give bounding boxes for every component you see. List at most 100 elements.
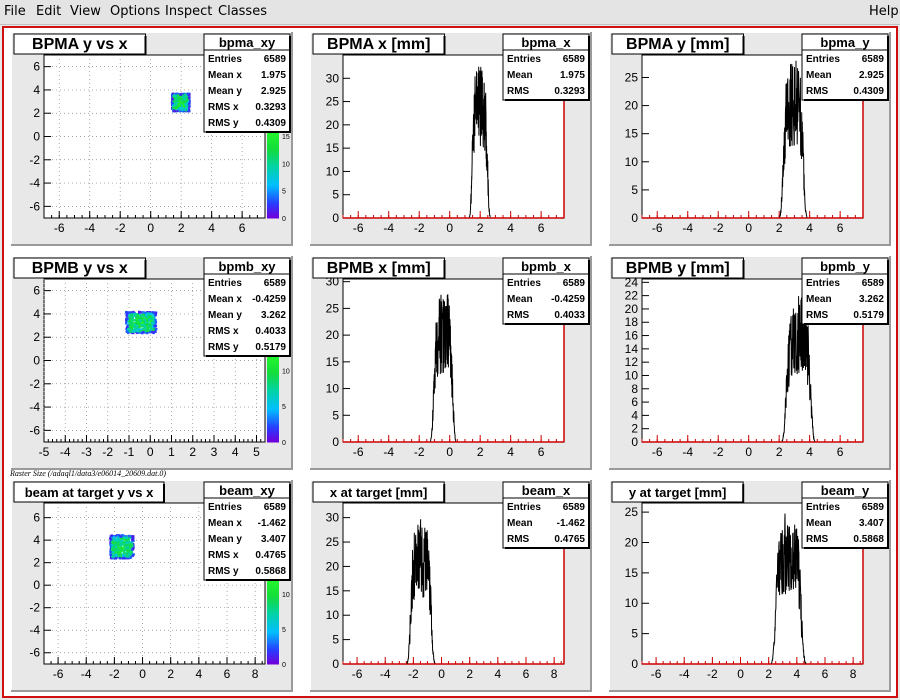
scatter-point: [113, 546, 116, 550]
pad-bpma-y[interactable]: -6 -4 -2 0 2 4 6 0 5 10 15 20 25 BPMA y [mm] bpma_y Ent…: [609, 32, 891, 246]
pad-title: x at target [mm]: [330, 485, 428, 500]
y-tick-label: 2: [33, 556, 40, 570]
x-tick-label: -2: [713, 221, 724, 235]
pad-x-at-target[interactable]: -6 -4 -2 0 2 4 6 8 0 5 10 15 20 25 30 x at target [mm] b…: [310, 480, 592, 692]
stats-label: Entries: [806, 278, 840, 289]
palette-band: [267, 176, 279, 179]
x-tick-label: -6: [54, 221, 65, 235]
y-tick-label: 4: [33, 307, 40, 321]
palette-band: [267, 611, 279, 615]
scatter-point: [131, 311, 134, 314]
scatter-point: [131, 548, 134, 551]
palette-band: [267, 358, 279, 362]
palette-band: [267, 625, 279, 629]
canvas[interactable]: -6 -4 -2 0 2 4 6 -6 -4 -2 0 2 4 6 0 5 10 15 BPMA y vs x bpm…: [2, 26, 898, 698]
y-tick-label: 2: [33, 106, 40, 120]
menu-file[interactable]: File: [4, 4, 26, 19]
scatter-point: [146, 319, 149, 322]
scatter-point: [130, 545, 134, 548]
menu-inspect[interactable]: Inspect: [165, 4, 213, 19]
histogram: [781, 296, 816, 442]
palette-band: [267, 208, 279, 212]
scatter-point: [131, 536, 135, 539]
palette-band: [267, 143, 279, 147]
palette-band: [267, 372, 279, 376]
palette-band: [267, 414, 279, 417]
scatter-point: [138, 310, 141, 314]
palette-band: [267, 152, 279, 156]
scatter-point: [111, 548, 114, 552]
stats-value: 0.4765: [255, 550, 286, 561]
scatter-point: [147, 329, 150, 332]
scatter-point: [187, 93, 191, 97]
scatter-point: [146, 311, 149, 314]
y-tick-label: 20: [625, 99, 639, 113]
palette-band: [267, 602, 279, 606]
stats-value: 0.5868: [853, 534, 884, 545]
menu-view[interactable]: View: [70, 4, 101, 19]
scatter-point: [111, 554, 115, 557]
menu-classes[interactable]: Classes: [218, 4, 267, 19]
scatter-cluster: [125, 310, 158, 335]
scatter-point: [178, 97, 181, 100]
pad-y-at-target[interactable]: -6 -4 -2 0 2 4 6 8 0 5 10 15 20 25 y at target [mm] bea…: [609, 480, 891, 692]
palette-band: [267, 652, 279, 656]
scatter-point: [130, 315, 133, 319]
scatter-point: [135, 329, 138, 332]
stats-value: 0.4765: [554, 534, 585, 545]
stats-value: 2.925: [261, 86, 286, 97]
stats-name: bpmb_xy: [218, 259, 276, 274]
x-tick-label: -4: [81, 667, 92, 681]
scatter-point: [139, 325, 142, 328]
histogram: [429, 294, 457, 442]
menu-help[interactable]: Help: [869, 4, 899, 19]
palette-tick-label: 5: [282, 404, 286, 411]
pad-title: BPMA y [mm]: [626, 36, 729, 53]
scatter-point: [116, 537, 120, 540]
stats-label: RMS: [507, 534, 530, 545]
scatter-point: [119, 542, 122, 546]
scatter-point: [118, 555, 121, 558]
x-tick-label: -6: [651, 667, 662, 681]
x-tick-label: 4: [208, 221, 215, 235]
pad-bpma-x[interactable]: -6 -4 -2 0 2 4 6 0 5 10 15 20 25 30 BPMA x [mm] bpma_x E…: [310, 32, 592, 246]
x-tick-label: 0: [438, 667, 445, 681]
palette-band: [267, 607, 279, 610]
scatter-point: [123, 556, 126, 559]
palette-band: [267, 397, 279, 401]
scatter-point: [138, 318, 142, 321]
pad-bpma-y-vs-x[interactable]: -6 -4 -2 0 2 4 6 -6 -4 -2 0 2 4 6 0 5 10 15 BPMA y vs x bpm…: [11, 32, 293, 246]
histogram: [406, 519, 436, 665]
scatter-point: [170, 101, 174, 104]
scatter-point: [115, 546, 118, 549]
palette-band: [267, 374, 279, 378]
scatter-point: [135, 325, 139, 328]
scatter-point: [133, 323, 136, 326]
scatter-point: [128, 543, 132, 546]
palette-band: [267, 383, 279, 387]
palette-band: [267, 620, 279, 624]
palette-band: [267, 657, 279, 660]
y-tick-label: 10: [625, 368, 639, 382]
stats-value: 6589: [862, 278, 885, 289]
stats-box: [801, 481, 889, 549]
scatter-point: [128, 329, 131, 332]
scatter-point: [137, 328, 140, 331]
x-tick-label: 4: [195, 667, 202, 681]
stats-label: RMS y: [208, 566, 239, 577]
menu-edit[interactable]: Edit: [36, 4, 62, 19]
pad-beam-at-target-y-vs-x[interactable]: -6 -4 -2 0 2 4 6 8 -6 -4 -2 0 2 4 6 0 5 10 beam at target …: [11, 480, 293, 692]
y-tick-label: 0: [33, 578, 40, 592]
pad-title: BPMB y [mm]: [626, 260, 730, 277]
scatter-point: [145, 328, 149, 331]
palette-band: [267, 393, 279, 396]
y-tick-label: 2: [33, 330, 40, 344]
x-tick-label: 2: [466, 667, 473, 681]
y-tick-label: 15: [326, 141, 340, 155]
scatter-point: [139, 330, 143, 333]
scatter-point: [182, 101, 186, 104]
menu-options[interactable]: Options: [110, 4, 161, 19]
